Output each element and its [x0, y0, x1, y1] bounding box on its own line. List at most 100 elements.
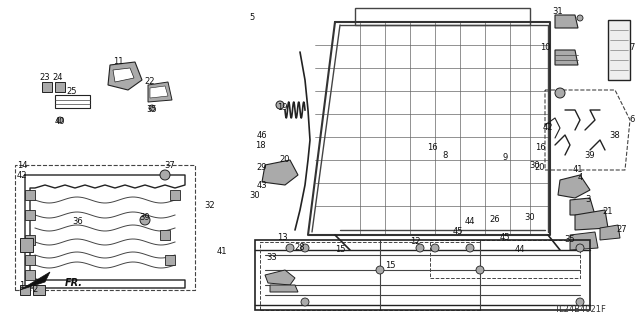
Polygon shape: [148, 82, 172, 102]
Circle shape: [149, 105, 155, 111]
Text: 42: 42: [17, 170, 28, 180]
Polygon shape: [108, 62, 142, 90]
Polygon shape: [558, 175, 590, 198]
Text: 21: 21: [603, 207, 613, 217]
Text: 1: 1: [19, 280, 24, 290]
Circle shape: [576, 298, 584, 306]
Text: 24: 24: [52, 73, 63, 83]
Text: 41: 41: [573, 166, 583, 174]
Text: 35: 35: [564, 235, 575, 244]
Polygon shape: [25, 235, 35, 245]
Circle shape: [160, 170, 170, 180]
Text: 7: 7: [629, 43, 635, 53]
Polygon shape: [42, 82, 52, 92]
Polygon shape: [113, 68, 134, 82]
Circle shape: [301, 244, 309, 252]
Text: 45: 45: [500, 234, 510, 242]
Text: 33: 33: [267, 254, 277, 263]
Text: 30: 30: [525, 213, 535, 222]
Text: 16: 16: [427, 144, 437, 152]
Text: 5: 5: [250, 13, 255, 23]
Text: TL24B4021F: TL24B4021F: [554, 306, 606, 315]
Text: 31: 31: [553, 8, 563, 17]
Circle shape: [576, 244, 584, 252]
Text: 13: 13: [276, 234, 287, 242]
Text: 10: 10: [540, 43, 550, 53]
Text: 25: 25: [67, 87, 77, 97]
Circle shape: [376, 266, 384, 274]
Text: 4: 4: [577, 174, 582, 182]
Text: 43: 43: [257, 181, 268, 189]
Text: FR.: FR.: [65, 278, 83, 288]
Text: 9: 9: [502, 153, 508, 162]
Circle shape: [57, 117, 63, 123]
Text: 23: 23: [40, 73, 51, 83]
Text: 32: 32: [205, 201, 215, 210]
Polygon shape: [170, 190, 180, 200]
Bar: [430, 240, 580, 278]
Text: 15: 15: [335, 246, 345, 255]
Text: 11: 11: [113, 57, 124, 66]
Text: 39: 39: [140, 213, 150, 222]
Bar: [255, 240, 590, 310]
Polygon shape: [25, 255, 35, 265]
Text: 12: 12: [410, 238, 420, 247]
Text: 8: 8: [442, 151, 448, 160]
Circle shape: [276, 101, 284, 109]
Polygon shape: [555, 15, 578, 28]
Polygon shape: [555, 50, 578, 65]
Text: 19: 19: [276, 103, 287, 113]
Polygon shape: [160, 230, 170, 240]
Circle shape: [577, 15, 583, 21]
Polygon shape: [570, 232, 598, 250]
Text: 15: 15: [385, 261, 396, 270]
Bar: [260, 242, 480, 310]
Text: 3: 3: [586, 196, 591, 204]
Circle shape: [140, 215, 150, 225]
Polygon shape: [20, 238, 33, 252]
Text: 45: 45: [452, 227, 463, 236]
Circle shape: [555, 88, 565, 98]
Text: 37: 37: [164, 160, 175, 169]
Polygon shape: [570, 198, 595, 215]
Polygon shape: [262, 160, 298, 185]
Text: 26: 26: [490, 216, 500, 225]
Text: 20: 20: [280, 155, 291, 165]
Text: 28: 28: [294, 243, 305, 253]
Text: 30: 30: [530, 160, 540, 169]
Polygon shape: [55, 95, 90, 108]
Circle shape: [286, 244, 294, 252]
Polygon shape: [33, 285, 45, 295]
Text: 36: 36: [72, 218, 83, 226]
Text: 27: 27: [617, 226, 627, 234]
Text: 2: 2: [33, 286, 38, 294]
Polygon shape: [608, 20, 630, 80]
Text: 38: 38: [610, 130, 620, 139]
Polygon shape: [25, 190, 35, 200]
Polygon shape: [150, 86, 168, 98]
Circle shape: [476, 266, 484, 274]
Circle shape: [416, 244, 424, 252]
Polygon shape: [25, 210, 35, 220]
Text: 40: 40: [55, 117, 65, 127]
Text: 16: 16: [534, 144, 545, 152]
Text: 6: 6: [629, 115, 635, 124]
Bar: [355, 8, 530, 25]
Text: 30: 30: [250, 190, 260, 199]
Polygon shape: [55, 82, 65, 92]
Bar: [15, 165, 195, 290]
Polygon shape: [20, 285, 30, 295]
Text: 14: 14: [17, 160, 28, 169]
Polygon shape: [600, 225, 620, 240]
Text: 44: 44: [515, 246, 525, 255]
Text: 20: 20: [535, 164, 545, 173]
Polygon shape: [575, 210, 608, 230]
Text: 22: 22: [145, 78, 156, 86]
Polygon shape: [265, 270, 295, 285]
Polygon shape: [25, 270, 35, 280]
Text: 44: 44: [465, 218, 476, 226]
Text: 41: 41: [217, 248, 227, 256]
Circle shape: [466, 244, 474, 252]
Polygon shape: [165, 255, 175, 265]
Text: 46: 46: [257, 130, 268, 139]
